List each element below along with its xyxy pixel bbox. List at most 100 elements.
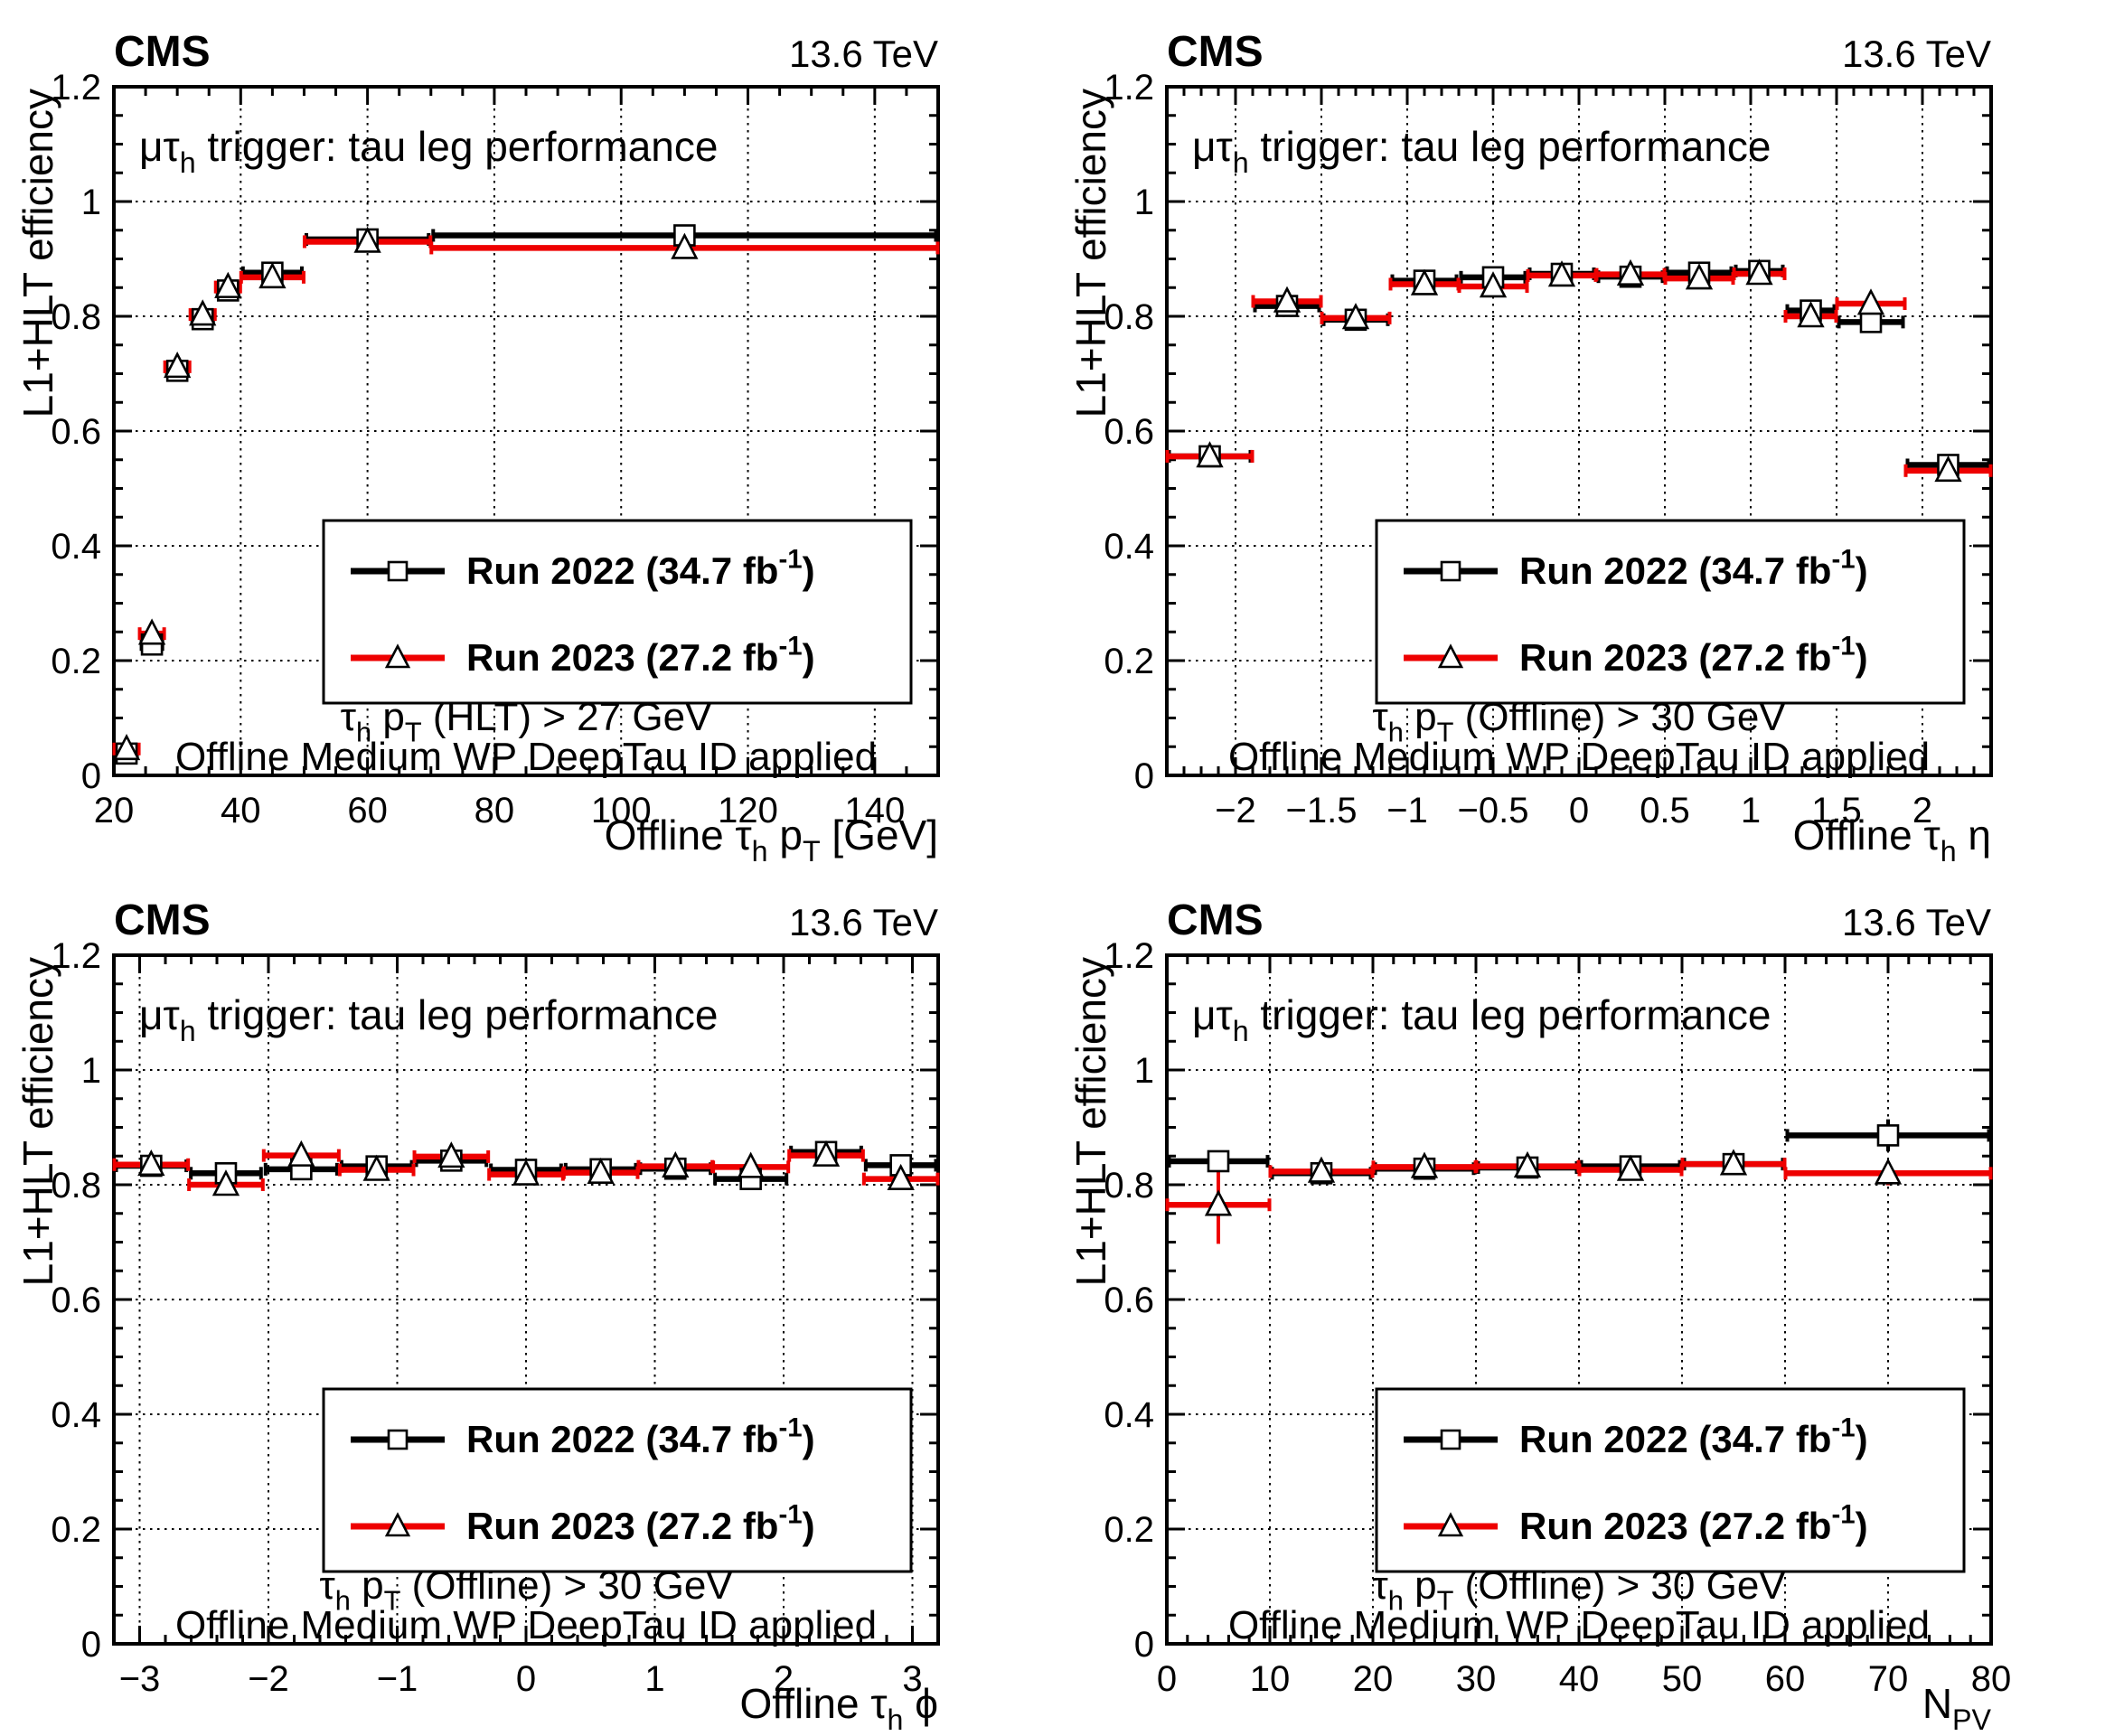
triangle-marker (1745, 258, 1773, 286)
y-tick-label: 0 (1134, 756, 1154, 796)
triangle-marker (189, 299, 217, 326)
y-tick-label: 0.6 (51, 412, 101, 452)
triangle-marker (353, 226, 381, 253)
x-tick-label: −1.5 (1286, 791, 1358, 830)
cms-logo-text: CMS (114, 896, 211, 944)
triangle-marker (287, 1140, 315, 1167)
legend: Run 2022 (34.7 fb-1) Run 2023 (27.2 fb-1) (1375, 519, 1966, 705)
y-tick-label: 0.6 (1104, 412, 1154, 452)
condition-line-1: τh pT (Offline) > 30 GeV (319, 1563, 733, 1616)
triangle-marker (662, 1150, 690, 1178)
legend-box (322, 1387, 913, 1573)
cms-logo-text: CMS (114, 28, 211, 76)
square-marker (1207, 1150, 1230, 1173)
condition-line-2: Offline Medium WP DeepTau ID applied (175, 735, 877, 779)
y-tick-label: 0.2 (1104, 642, 1154, 681)
square-marker (1876, 1124, 1900, 1147)
y-axis-title: L1+HLT efficiency (1067, 89, 1114, 418)
npv-efficiency-chart: 0 10 20 30 40 50 60 70 80 0 0.2 0.4 0.6 0.8 1 1.2 Run 20… (1067, 936, 2012, 1736)
plot-frame (112, 85, 940, 777)
y-tick-label: 1.2 (51, 68, 101, 108)
triangle-marker (1616, 1154, 1645, 1181)
energy-label: 13.6 TeV (1841, 33, 1991, 75)
x-axis-title: NPV (1922, 1680, 1992, 1736)
y-tick-label: 1 (1134, 1051, 1154, 1091)
x-tick-label: 1 (1741, 791, 1761, 830)
triangle-marker (812, 1140, 841, 1167)
y-tick-label: 1 (1134, 183, 1154, 222)
triangle-marker (587, 1157, 615, 1184)
gridlines (1167, 955, 1991, 1644)
y-tick-label: 0.8 (51, 1166, 101, 1206)
x-tick-label: 20 (1353, 1659, 1394, 1699)
triangle-marker (1273, 286, 1302, 313)
x-tick-label: 30 (1456, 1659, 1497, 1699)
x-tick-label: 3 (902, 1659, 922, 1699)
x-tick-label: −1 (377, 1659, 418, 1699)
legend: Run 2022 (34.7 fb-1) Run 2023 (27.2 fb-1) (1375, 1387, 1966, 1573)
y-tick-label: 1.2 (51, 936, 101, 976)
y-tick-label: 0.4 (51, 1395, 101, 1435)
x-axis-title: Offline τh η (1793, 812, 1991, 868)
y-tick-label: 0 (81, 756, 101, 796)
x-tick-label: 140 (844, 791, 905, 830)
y-tick-label: 0.4 (51, 527, 101, 567)
triangle-marker (1547, 260, 1576, 287)
square-marker (387, 1429, 409, 1450)
legend-label-run2023: Run 2023 (27.2 fb-1) (1519, 1499, 1868, 1547)
x-tick-label: 40 (1559, 1659, 1600, 1699)
x-tick-label: 20 (94, 791, 135, 830)
x-tick-label: 80 (1971, 1659, 2012, 1699)
triangle-marker (211, 1169, 240, 1196)
condition-line-1: τh pT (Offline) > 30 GeV (1372, 1563, 1786, 1616)
triangle-marker (1410, 268, 1439, 296)
triangle-marker (1874, 1158, 1903, 1185)
triangle-marker (1513, 1150, 1542, 1178)
y-tick-label: 0.2 (51, 642, 101, 681)
triangle-marker (1204, 1189, 1233, 1216)
x-tick-label: 60 (347, 791, 388, 830)
x-tick-label: 50 (1662, 1659, 1703, 1699)
y-tick-label: 1 (81, 183, 101, 222)
pt-panel: 20 40 60 80 100 120 140 0 0.2 0.4 0.6 0.8 1 1.2 Run 20… (0, 0, 1052, 868)
x-tick-label: 70 (1868, 1659, 1909, 1699)
plot-frame (1165, 953, 1993, 1646)
x-tick-label: 2 (1912, 791, 1932, 830)
triangle-marker (1307, 1156, 1336, 1183)
x-axis-title: Offline τh ϕ (739, 1680, 938, 1736)
y-tick-label: 0.6 (1104, 1281, 1154, 1320)
y-tick-label: 0.2 (1104, 1510, 1154, 1550)
x-tick-label: 100 (591, 791, 652, 830)
y-axis-title: L1+HLT efficiency (14, 89, 61, 418)
triangle-marker (1437, 643, 1464, 669)
phi-panel: −3 −2 −1 0 1 2 3 0 0.2 0.4 0.6 0.8 1 1.2 Run 2022 (34.… (0, 868, 1052, 1736)
x-tick-label: 10 (1250, 1659, 1291, 1699)
tick-labels: −2 −1.5 −1 −0.5 0 0.5 1 1.5 2 0 0.2 0.4 0.6 0.8 1 1.2 (1104, 68, 1932, 830)
condition-line-2: Offline Medium WP DeepTau ID applied (1228, 1603, 1930, 1647)
y-tick-label: 0 (1134, 1625, 1154, 1665)
axis-ticks (1167, 87, 1991, 775)
triangle-marker (1856, 288, 1885, 315)
legend-label-run2022: Run 2022 (34.7 fb-1) (466, 544, 815, 592)
legend-label-run2022: Run 2022 (34.7 fb-1) (1519, 544, 1868, 592)
cms-logo-text: CMS (1167, 28, 1264, 76)
square-marker (1859, 311, 1883, 333)
y-tick-label: 0.8 (1104, 297, 1154, 337)
x-tick-label: 80 (475, 791, 515, 830)
y-tick-label: 0.8 (1104, 1166, 1154, 1206)
square-marker (1440, 560, 1461, 582)
y-tick-label: 1.2 (1104, 936, 1154, 976)
y-tick-label: 0.8 (51, 297, 101, 337)
series-markers (137, 1140, 915, 1196)
triangle-marker (1616, 258, 1645, 286)
condition-line-2: Offline Medium WP DeepTau ID applied (175, 1603, 877, 1647)
triangle-marker (1196, 441, 1224, 468)
y-axis-title: L1+HLT efficiency (14, 957, 61, 1286)
triangle-marker (1341, 303, 1370, 330)
condition-line-2: Offline Medium WP DeepTau ID applied (1228, 735, 1930, 779)
y-tick-label: 0.2 (51, 1510, 101, 1550)
x-tick-label: 0.5 (1640, 791, 1690, 830)
energy-label: 13.6 TeV (788, 33, 938, 75)
plot-frame (1165, 85, 1993, 777)
eta-efficiency-chart: −2 −1.5 −1 −0.5 0 0.5 1 1.5 2 0 0.2 0.4 0.6 0.8 1 1.2 Ru… (1067, 68, 1993, 868)
